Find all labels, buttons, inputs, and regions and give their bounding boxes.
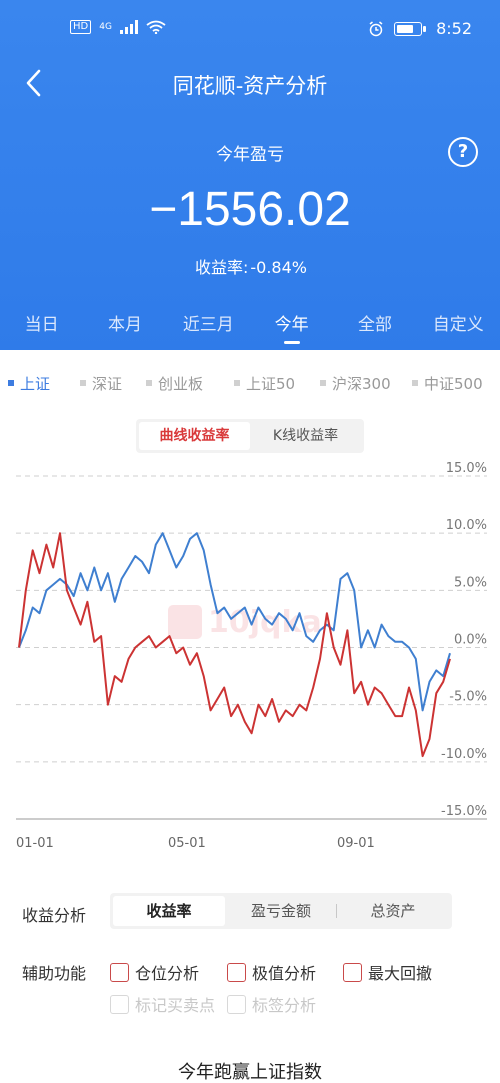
curve-return-button[interactable]: 曲线收益率 <box>139 422 250 450</box>
tag-analysis-checkbox[interactable]: 标签分析 <box>227 992 316 1016</box>
summary-label: 今年盈亏 <box>216 145 284 165</box>
hd-badge: HD <box>70 20 92 34</box>
tab-all[interactable]: 全部 <box>357 315 392 335</box>
y-tick-label: 0.0% <box>454 633 487 648</box>
wifi-icon <box>146 20 166 34</box>
aux-label: 辅助功能 <box>22 964 87 983</box>
header-panel: HD 4G 8:52 同花顺-资产分析 <box>0 0 500 350</box>
rate-label: 收益率: <box>194 258 249 277</box>
tab-three-months[interactable]: 近三月 <box>182 315 234 335</box>
summary-value: −1556.02 <box>149 183 351 236</box>
index-marker <box>80 380 86 386</box>
max-drawdown-checkbox[interactable]: 最大回撤 <box>343 960 432 984</box>
kline-return-button[interactable]: K线收益率 <box>272 428 339 444</box>
index-tab-label: 上证 <box>20 374 51 393</box>
analysis-segment: 收益率 盈亏金额 总资产 <box>110 893 452 929</box>
clock: 8:52 <box>436 19 472 38</box>
analysis-option-return[interactable]: 收益率 <box>113 896 225 926</box>
checkbox-box <box>110 962 129 982</box>
analysis-label: 收益分析 <box>22 906 87 925</box>
status-bar: HD 4G 8:52 <box>0 0 500 58</box>
index-tab-label: 上证50 <box>246 374 296 393</box>
checkbox-label: 极值分析 <box>252 964 317 983</box>
checkbox-box <box>227 994 246 1014</box>
index-tab-label: 创业板 <box>158 374 204 393</box>
index-tab-sse[interactable]: 上证 <box>0 370 72 396</box>
index-marker <box>320 380 326 386</box>
extreme-analysis-checkbox[interactable]: 极值分析 <box>227 960 316 984</box>
y-tick-label: -5.0% <box>449 690 487 705</box>
analysis-option-assets[interactable]: 总资产 <box>370 902 416 920</box>
analysis-option-label: 盈亏金额 <box>250 902 311 920</box>
x-tick-label: 09-01 <box>337 836 375 851</box>
x-tick-label: 01-01 <box>16 836 54 851</box>
tab-this-year[interactable]: 今年 <box>250 306 333 350</box>
checkbox-label: 仓位分析 <box>135 964 200 983</box>
chevron-left-icon <box>26 69 41 97</box>
y-tick-label: 10.0% <box>446 518 487 533</box>
help-icon[interactable]: ? <box>448 137 478 167</box>
portfolio-series-line <box>18 532 451 758</box>
index-tab-label: 中证500 <box>424 374 483 393</box>
network-label: 4G <box>99 22 112 32</box>
summary-rate: 收益率: -0.84% <box>0 254 500 278</box>
analysis-option-pnl[interactable]: 盈亏金额 <box>225 896 337 926</box>
nav-bar: 同花顺-资产分析 <box>0 58 500 108</box>
period-tabs: 当日 本月 近三月 今年 全部 自定义 <box>0 306 500 350</box>
index-tab-label: 深证 <box>92 374 123 393</box>
index-tab-label: 沪深300 <box>332 374 391 393</box>
checkbox-box <box>343 962 362 982</box>
footer-title: 今年跑赢上证指数 <box>178 1062 322 1083</box>
checkbox-label: 标签分析 <box>252 996 317 1015</box>
analysis-row: 收益分析 收益率 盈亏金额 总资产 <box>0 893 500 933</box>
y-tick-label: -10.0% <box>441 747 487 762</box>
index-tab-csi500[interactable]: 中证500 <box>404 370 496 396</box>
index-tab-chinext[interactable]: 创业板 <box>138 370 226 396</box>
curve-toggle: 曲线收益率 K线收益率 <box>136 419 364 453</box>
index-tabs: 上证 深证 创业板 上证50 沪深300 中证500 <box>0 370 500 396</box>
checkbox-box <box>227 962 246 982</box>
aux-row-disabled: 标记买卖点 标签分析 <box>0 992 500 1022</box>
signal-icon <box>119 20 138 34</box>
tab-month[interactable]: 本月 <box>107 315 142 335</box>
checkbox-label: 最大回撤 <box>368 964 433 983</box>
checkbox-box <box>110 994 129 1014</box>
tab-custom[interactable]: 自定义 <box>432 315 484 335</box>
position-analysis-checkbox[interactable]: 仓位分析 <box>110 960 199 984</box>
index-marker <box>234 380 240 386</box>
back-button[interactable] <box>18 66 52 100</box>
index-marker <box>146 380 152 386</box>
y-tick-label: 15.0% <box>446 462 487 476</box>
mark-trades-checkbox[interactable]: 标记买卖点 <box>110 992 215 1016</box>
return-chart: 15.0% 10.0% 5.0% 0.0% -5.0% -10.0% -15.0% 01-01… <box>16 462 487 851</box>
page-title: 同花顺-资产分析 <box>172 74 328 98</box>
aux-row: 辅助功能 仓位分析 极值分析 最大回撤 <box>0 958 500 988</box>
tab-today[interactable]: 当日 <box>24 315 59 335</box>
index-tab-csi300[interactable]: 沪深300 <box>312 370 404 396</box>
alarm-icon <box>369 20 383 36</box>
y-tick-label: -15.0% <box>441 804 487 819</box>
index-tab-szse[interactable]: 深证 <box>72 370 138 396</box>
y-tick-label: 5.0% <box>454 575 487 590</box>
index-marker <box>8 380 14 386</box>
index-tab-sse50[interactable]: 上证50 <box>226 370 312 396</box>
checkbox-label: 标记买卖点 <box>135 996 216 1015</box>
battery-icon <box>394 21 427 36</box>
index-series-line <box>18 532 451 712</box>
x-tick-label: 05-01 <box>168 836 206 851</box>
rate-value: -0.84% <box>250 258 307 277</box>
index-marker <box>412 380 418 386</box>
